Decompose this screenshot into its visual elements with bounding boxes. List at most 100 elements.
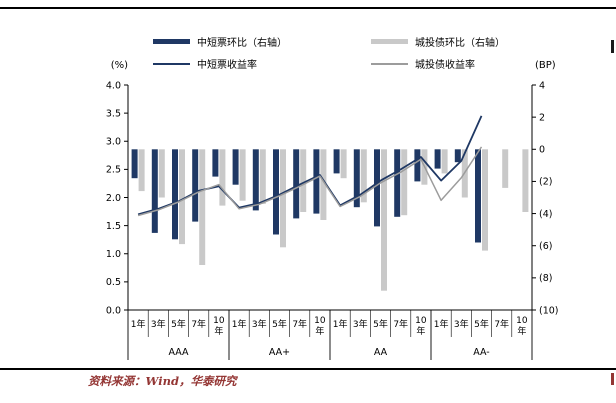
bar-swatch-icon	[153, 39, 190, 44]
right-axis-unit: (BP)	[535, 60, 556, 71]
maturity-label: 5年	[474, 318, 489, 330]
legend-item-lgfv-yield: 城投债收益率	[371, 56, 505, 71]
legend-item-lgfv-mom: 城投债环比（右轴）	[371, 34, 505, 49]
maturity-label: 3年	[252, 318, 267, 330]
bar-mtn-mom	[232, 149, 239, 185]
left-tick-label: 3.5	[106, 108, 121, 119]
right-tick-label: (6)	[539, 241, 552, 252]
bar-mtn-mom	[212, 149, 219, 177]
maturity-label: 1年	[232, 318, 247, 330]
bar-mtn-mom	[414, 149, 421, 182]
line-swatch-icon	[153, 62, 190, 65]
bar-mtn-mom	[293, 149, 300, 219]
maturity-label: 10	[516, 316, 528, 326]
bar-lgfv-mom	[300, 149, 307, 212]
maturity-label: 7年	[393, 318, 408, 330]
bar-lgfv-mom	[259, 149, 266, 204]
left-tick-label: 1.5	[106, 221, 121, 232]
left-axis-unit: (%)	[111, 60, 128, 71]
maturity-label: 10	[213, 316, 225, 326]
bar-lgfv-mom	[502, 149, 509, 188]
line-lgfv-yield	[137, 146, 483, 217]
bottom-divider	[0, 368, 616, 370]
bar-lgfv-mom	[421, 149, 428, 185]
right-tick-label: (10)	[539, 305, 559, 316]
left-tick-label: 3.0	[106, 137, 121, 148]
right-tick-label: 4	[539, 80, 545, 91]
rating-group-label: AA	[374, 347, 388, 358]
left-tick-label: 2.5	[106, 165, 121, 176]
maturity-label: 年	[517, 325, 526, 337]
chart-legend: 中短票环比（右轴） 城投债环比（右轴） 中短票收益率 城投债收益率	[153, 34, 505, 71]
maturity-label: 年	[416, 325, 425, 337]
maturity-label: 10	[314, 316, 326, 326]
bar-lgfv-mom	[219, 149, 226, 206]
maturity-label: 1年	[131, 318, 146, 330]
bar-mtn-mom	[172, 149, 178, 240]
bar-mtn-mom	[434, 149, 441, 169]
crop-artifact-top	[611, 40, 614, 53]
left-tick-label: 2.0	[106, 193, 121, 204]
bar-mtn-mom	[454, 149, 461, 163]
left-tick-label: 0.0	[106, 305, 121, 316]
left-tick-label: 4.0	[106, 80, 121, 91]
crop-artifact-bottom	[611, 373, 614, 385]
maturity-label: 3年	[353, 318, 368, 330]
bar-mtn-mom	[131, 149, 138, 179]
bar-lgfv-mom	[401, 149, 408, 216]
maturity-label: 10	[415, 316, 427, 326]
legend-item-mtn-mom: 中短票环比（右轴）	[153, 34, 371, 49]
bar-lgfv-mom	[522, 149, 529, 212]
bar-lgfv-mom	[199, 149, 206, 265]
bar-mtn-mom	[151, 149, 158, 233]
left-tick-label: 1.0	[106, 249, 121, 260]
left-tick-label: 0.5	[106, 277, 121, 288]
bar-mtn-mom	[273, 149, 279, 235]
maturity-label: 1年	[434, 318, 449, 330]
rating-group-label: AA+	[269, 347, 290, 358]
maturity-label: 7年	[292, 318, 307, 330]
line-swatch-icon	[371, 62, 408, 65]
bar-lgfv-mom	[482, 149, 488, 251]
right-tick-label: (2)	[539, 177, 552, 188]
bar-mtn-mom	[353, 149, 360, 208]
bar-swatch-icon	[371, 39, 408, 44]
bar-mtn-mom	[192, 149, 199, 222]
maturity-label: 年	[315, 325, 324, 337]
legend-item-mtn-yield: 中短票收益率	[153, 56, 371, 71]
right-tick-label: 0	[539, 145, 545, 156]
bar-lgfv-mom	[280, 149, 286, 248]
bar-mtn-mom	[313, 149, 320, 214]
bar-mtn-mom	[475, 149, 481, 243]
maturity-label: 3年	[454, 318, 469, 330]
bar-lgfv-mom	[340, 149, 347, 179]
bar-lgfv-mom	[441, 149, 448, 174]
bar-lgfv-mom	[320, 149, 327, 220]
maturity-label: 5年	[272, 318, 287, 330]
bar-mtn-mom	[252, 149, 259, 211]
rating-group-label: AA-	[473, 347, 489, 358]
right-tick-label: (4)	[539, 209, 552, 220]
maturity-label: 年	[214, 325, 223, 337]
bar-lgfv-mom	[239, 149, 246, 201]
legend-label: 中短票收益率	[197, 60, 257, 71]
maturity-label: 5年	[373, 318, 388, 330]
line-mtn-yield	[137, 115, 483, 216]
bar-mtn-mom	[394, 149, 401, 217]
legend-label: 城投债收益率	[415, 60, 475, 71]
bar-mtn-mom	[374, 149, 380, 227]
bar-mtn-mom	[333, 149, 340, 174]
legend-label: 中短票环比（右轴）	[197, 38, 287, 49]
maturity-label: 7年	[494, 318, 509, 330]
right-tick-label: 2	[539, 112, 545, 123]
bar-lgfv-mom	[461, 149, 468, 198]
bar-lgfv-mom	[158, 149, 165, 198]
maturity-label: 5年	[171, 318, 186, 330]
bar-lgfv-mom	[360, 149, 367, 203]
maturity-label: 7年	[191, 318, 206, 330]
bar-lgfv-mom	[381, 149, 387, 291]
maturity-label: 1年	[333, 318, 348, 330]
top-divider	[0, 7, 616, 9]
right-tick-label: (8)	[539, 273, 552, 284]
